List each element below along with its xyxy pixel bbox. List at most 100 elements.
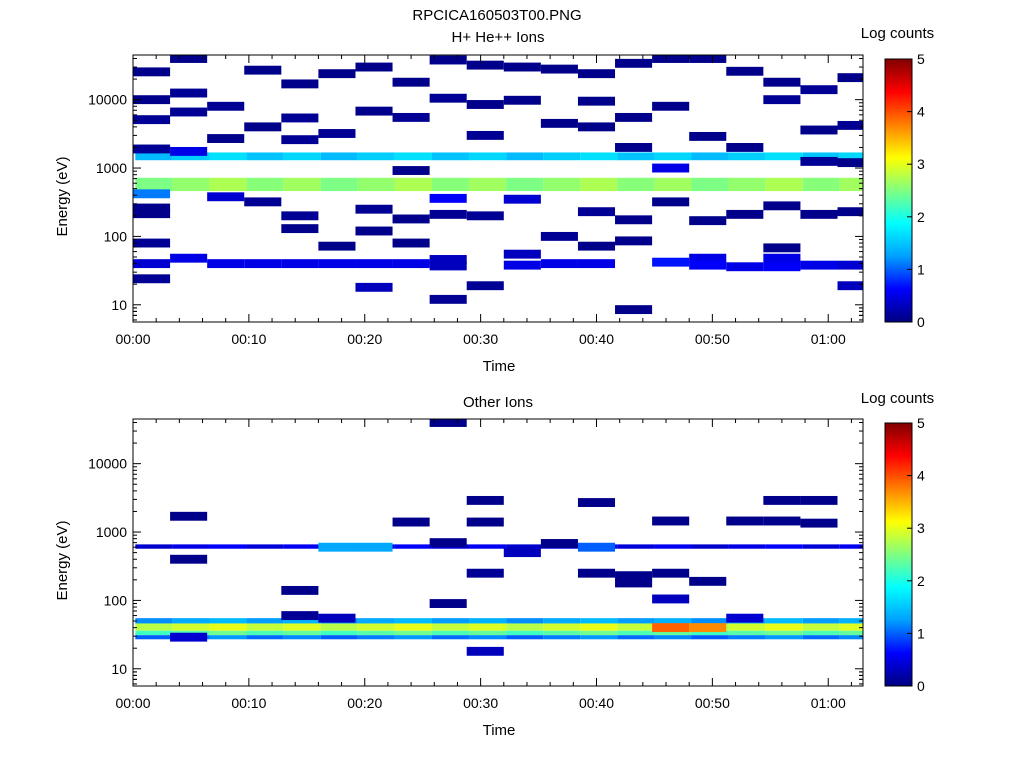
heatmap-band-cell — [691, 544, 729, 549]
heatmap-cell — [207, 259, 245, 269]
heatmap-band-cell — [246, 177, 284, 192]
heatmap-cell — [392, 259, 430, 269]
heatmap-band-cell — [135, 623, 173, 631]
heatmap-band-cell — [691, 152, 729, 161]
heatmap-cell — [170, 88, 208, 98]
heatmap-cell — [763, 495, 801, 505]
heatmap-band-cell — [357, 623, 395, 631]
heatmap-band-cell — [209, 544, 247, 549]
heatmap-cell — [652, 163, 690, 173]
heatmap-band-cell — [765, 630, 803, 636]
heatmap-band-cell — [469, 152, 507, 161]
y-tick-label: 1000 — [96, 160, 127, 176]
heatmap-cell — [837, 73, 863, 83]
colorbar-tick-label: 5 — [917, 51, 925, 67]
colorbar — [884, 422, 913, 687]
heatmap-band-cell — [135, 177, 173, 192]
heatmap-band-cell — [543, 623, 581, 631]
heatmap-cell — [170, 632, 208, 642]
heatmap-band-cell — [209, 630, 247, 636]
heatmap-cell — [615, 236, 653, 246]
heatmap-cell — [318, 129, 356, 138]
heatmap-band-cell — [617, 152, 655, 161]
heatmap-cell — [577, 259, 616, 269]
heatmap-cell — [244, 197, 282, 207]
heatmap-band-cell — [728, 152, 766, 161]
heatmap-band-cell — [469, 635, 507, 640]
heatmap-band-cell — [320, 623, 358, 631]
heatmap-cell — [281, 113, 319, 123]
heatmap-band-cell — [246, 618, 284, 624]
heatmap-area — [135, 419, 863, 656]
heatmap-band-cell — [617, 544, 655, 549]
heatmap-cell — [800, 156, 838, 166]
heatmap-cell — [503, 62, 541, 72]
colorbar-tick-label: 0 — [917, 314, 925, 330]
heatmap-band-cell — [543, 635, 581, 640]
heatmap-band-cell — [357, 177, 395, 192]
heatmap-cell — [170, 107, 208, 117]
heatmap-cell — [392, 214, 430, 224]
heatmap-band-cell — [654, 618, 692, 624]
heatmap-cell — [170, 511, 208, 521]
heatmap-cell — [281, 224, 319, 234]
heatmap-cell — [503, 260, 541, 270]
heatmap-band-cell — [654, 177, 692, 192]
heatmap-cell — [615, 305, 653, 315]
heatmap-cell — [466, 517, 504, 527]
heatmap-band-cell — [246, 630, 284, 636]
heatmap-band-cell — [172, 152, 210, 161]
heatmap-cell — [577, 542, 616, 552]
heatmap-band-cell — [394, 635, 432, 640]
heatmap-band-cell — [802, 152, 840, 161]
heatmap-cell — [355, 282, 393, 292]
heatmap-band-cell — [802, 618, 840, 624]
heatmap-band-cell — [617, 635, 655, 640]
heatmap-cell — [133, 209, 171, 219]
heatmap-cell — [466, 130, 504, 140]
colorbar-tick-label: 3 — [917, 156, 925, 172]
heatmap-cell — [652, 568, 690, 578]
heatmap-cell — [763, 253, 801, 263]
heatmap-band-cell — [283, 152, 321, 161]
heatmap-cell — [652, 197, 690, 207]
heatmap-cell — [355, 106, 393, 116]
heatmap-cell — [355, 259, 393, 269]
heatmap-band-cell — [431, 623, 470, 631]
heatmap-band-cell — [246, 152, 284, 161]
heatmap-band-cell — [209, 635, 247, 640]
heatmap-band-cell — [506, 152, 544, 161]
heatmap-band-cell — [431, 618, 470, 624]
heatmap-band-cell — [357, 630, 395, 636]
colorbar-tick-label: 0 — [917, 678, 925, 694]
colorbar-tick-label: 2 — [917, 209, 925, 225]
heatmap-cell — [615, 578, 653, 588]
heatmap-cell — [466, 60, 504, 70]
heatmap-cell — [726, 262, 764, 272]
heatmap-cell — [726, 143, 764, 152]
heatmap-band-cell — [209, 177, 247, 192]
heatmap-cell — [466, 495, 504, 505]
heatmap-cell — [281, 585, 319, 595]
colorbar-tick-label: 1 — [917, 261, 925, 277]
heatmap-band-cell — [469, 177, 507, 192]
heatmap-cell — [503, 95, 541, 105]
panel-h-he-ions: H+ He++ Ions 00:00 00:10 00:20 00:30 00:40 00:… — [54, 25, 934, 375]
heatmap-band-cell — [691, 618, 729, 624]
heatmap-cell — [763, 95, 801, 105]
heatmap-cell — [577, 498, 616, 507]
heatmap-band-cell — [246, 623, 284, 631]
heatmap-cell — [466, 646, 504, 656]
heatmap-band-cell — [728, 630, 766, 636]
heatmap-cell — [726, 66, 764, 76]
heatmap-cell — [133, 203, 171, 213]
heatmap-cell — [466, 281, 504, 291]
plot-frame — [132, 418, 864, 687]
heatmap-band-cell — [172, 544, 210, 549]
heatmap-cell — [429, 419, 467, 427]
heatmap-cell — [355, 542, 393, 552]
heatmap-cell — [392, 166, 430, 175]
heatmap-cell — [429, 55, 467, 65]
heatmap-cell — [170, 55, 208, 63]
heatmap-cell — [577, 568, 616, 578]
